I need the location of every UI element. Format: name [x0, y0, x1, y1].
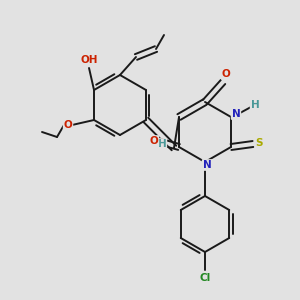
Text: N: N: [232, 109, 240, 119]
Text: S: S: [255, 138, 263, 148]
Text: OH: OH: [80, 55, 98, 65]
Text: O: O: [222, 69, 230, 79]
Text: Cl: Cl: [200, 273, 211, 283]
Text: H: H: [158, 139, 166, 149]
Text: O: O: [150, 136, 158, 146]
Text: O: O: [64, 120, 72, 130]
Text: H: H: [250, 100, 260, 110]
Text: N: N: [202, 160, 211, 170]
